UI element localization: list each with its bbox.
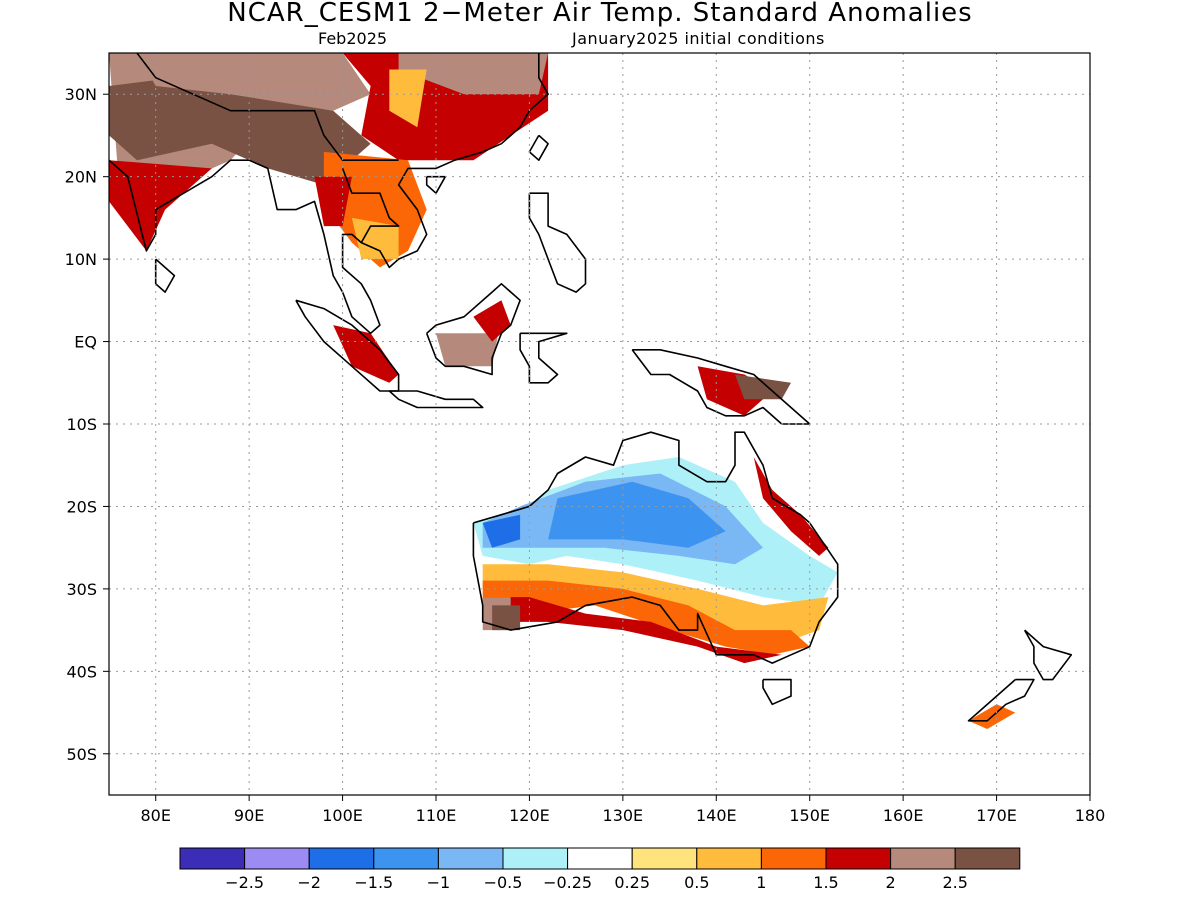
lat-label: 10N xyxy=(65,250,97,269)
anomaly-region-new-guinea-east xyxy=(735,374,791,400)
lon-label: 160E xyxy=(883,806,924,825)
colorbar-label: −1.5 xyxy=(354,873,393,892)
colorbar-label: 1 xyxy=(756,873,766,892)
colorbar-label: −0.5 xyxy=(484,873,523,892)
lat-label: 10S xyxy=(66,415,97,434)
anomaly-region-aus-east-coast xyxy=(753,457,829,556)
anomaly-region-sumatra xyxy=(333,325,399,383)
lon-label: 120E xyxy=(509,806,550,825)
colorbar-swatch xyxy=(696,847,762,870)
colorbar-label: 1.5 xyxy=(813,873,838,892)
anomaly-region-aus-south-coast xyxy=(482,597,782,664)
coastline-borneo xyxy=(425,282,521,376)
colorbar-label: 0.5 xyxy=(684,873,709,892)
chart-title: NCAR_CESM1 2−Meter Air Temp. Standard An… xyxy=(227,0,973,28)
lon-label: 180 xyxy=(1075,806,1106,825)
anomaly-region-aus-interior-mid xyxy=(548,481,726,548)
colorbar-swatch xyxy=(244,847,310,870)
anomaly-region-tibet-himalaya xyxy=(109,77,371,185)
colorbar: −2.5 −2 −1.5 −1 −0.5 −0.25 0.25 0.5 1 1.5 2 2.5 xyxy=(179,847,1021,892)
lat-label: 20N xyxy=(65,168,97,187)
latitude-labels: 30N 20N 10N EQ 10S 20S 30S 40S 50S xyxy=(65,85,109,764)
anomaly-region-borneo xyxy=(436,316,502,367)
colorbar-label: −2 xyxy=(297,873,321,892)
anomaly-region-aus-sw-tip xyxy=(492,605,521,631)
colorbar-swatch xyxy=(373,847,439,870)
colorbar-swatch xyxy=(567,847,633,870)
lat-label: 30N xyxy=(65,85,97,104)
lat-label: 30S xyxy=(66,580,97,599)
lat-label: EQ xyxy=(74,333,97,352)
colorbar-swatch xyxy=(954,847,1021,870)
coastline-philippines xyxy=(528,192,587,293)
coastline-java xyxy=(388,390,484,409)
coastline-sulawesi xyxy=(519,332,568,384)
anomaly-region-tibet-upper xyxy=(137,53,371,111)
anomaly-region-borneo-north xyxy=(473,300,511,342)
lon-label: 80E xyxy=(140,806,170,825)
colorbar-swatch xyxy=(825,847,892,870)
anomaly-region-aus-west-core xyxy=(482,514,521,548)
colorbar-label: 0.25 xyxy=(614,873,650,892)
colorbar-swatch xyxy=(179,847,246,870)
lon-label: 170E xyxy=(976,806,1017,825)
coastline-australia xyxy=(472,431,839,664)
anomaly-region-china-coast xyxy=(398,53,549,95)
coastline-nz-south xyxy=(967,678,1035,722)
lon-label: 130E xyxy=(603,806,644,825)
graticule xyxy=(109,53,1090,795)
lat-label: 50S xyxy=(66,745,97,764)
lon-label: 110E xyxy=(416,806,457,825)
anomaly-region-aus-south-band2 xyxy=(482,580,810,655)
colorbar-swatch xyxy=(502,847,569,870)
longitude-labels: 80E 90E 100E 110E 120E 130E 140E 150E 160E 170E 18… xyxy=(140,795,1105,825)
coastline-india xyxy=(109,53,549,335)
lon-label: 90E xyxy=(234,806,264,825)
anomaly-fill-layer xyxy=(109,53,1016,729)
coastline-nz-north xyxy=(1023,629,1073,681)
anomaly-region-india-peninsula xyxy=(109,160,212,251)
initial-conditions: January2025 initial conditions xyxy=(572,29,825,48)
colorbar-swatch xyxy=(437,847,504,870)
colorbar-label: −1 xyxy=(427,873,451,892)
colorbar-label: −2.5 xyxy=(225,873,264,892)
anomaly-region-china-mid xyxy=(389,69,427,128)
lat-label: 20S xyxy=(66,497,97,516)
lon-label: 150E xyxy=(789,806,830,825)
coastline-indochina-border xyxy=(341,168,400,243)
coastline-sri-lanka xyxy=(154,258,176,293)
lon-label: 100E xyxy=(322,806,363,825)
colorbar-label: 2 xyxy=(886,873,896,892)
lon-label: 140E xyxy=(696,806,737,825)
coastline-tasmania xyxy=(762,678,792,706)
coastline-china-border xyxy=(136,53,399,161)
colorbar-label: 2.5 xyxy=(942,873,967,892)
colorbar-label: −0.25 xyxy=(543,873,592,892)
colorbar-swatch xyxy=(890,847,956,870)
anomaly-region-indochina-core xyxy=(351,217,399,260)
colorbar-swatch xyxy=(308,847,375,870)
colorbar-swatch xyxy=(631,847,698,870)
anomaly-region-indochina-west xyxy=(314,176,352,227)
colorbar-swatch xyxy=(760,847,827,870)
coastline-taiwan xyxy=(528,134,549,161)
lat-label: 40S xyxy=(66,662,97,681)
forecast-month: Feb2025 xyxy=(318,29,388,48)
